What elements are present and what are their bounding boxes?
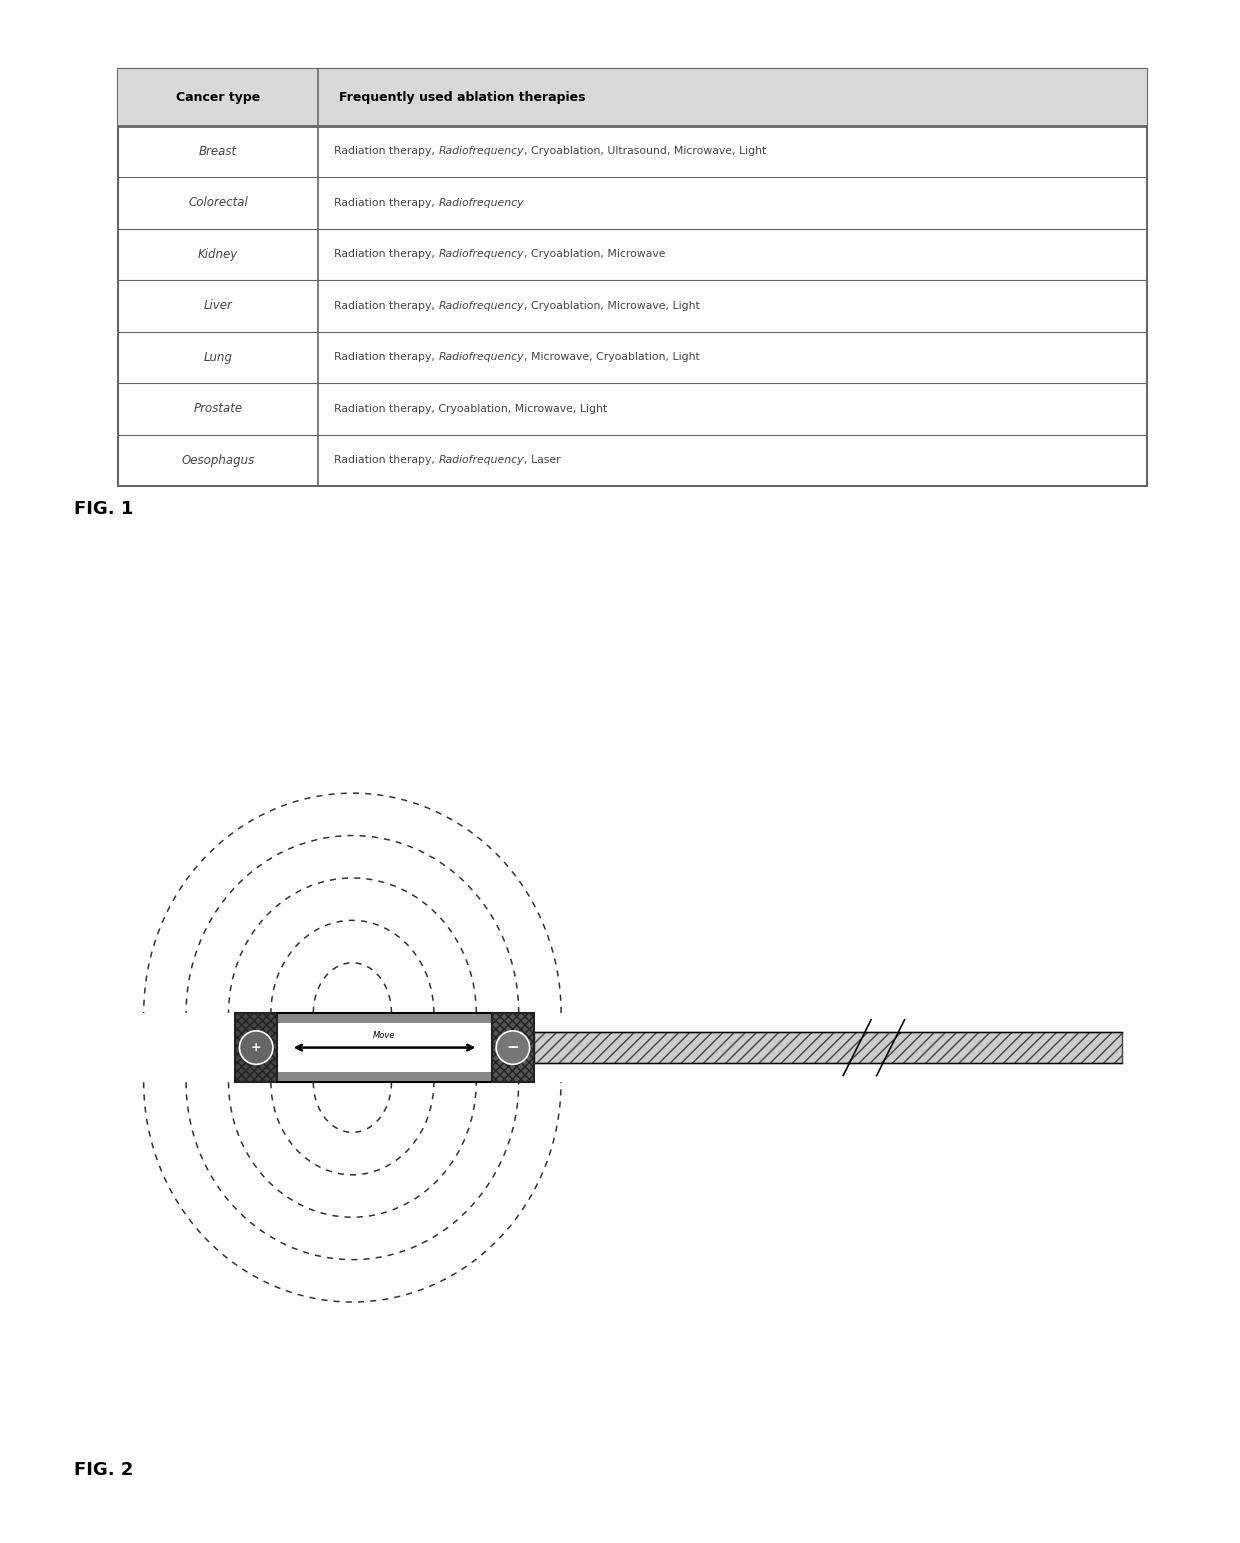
Text: Radiofrequency: Radiofrequency <box>438 352 523 363</box>
Text: Radiation therapy,: Radiation therapy, <box>334 198 438 208</box>
Text: , Microwave, Cryoablation, Light: , Microwave, Cryoablation, Light <box>523 352 699 363</box>
Text: Radiation therapy,: Radiation therapy, <box>334 455 438 466</box>
Text: Radiofrequency: Radiofrequency <box>438 147 523 156</box>
Text: Frequently used ablation therapies: Frequently used ablation therapies <box>339 91 585 103</box>
Text: Radiofrequency: Radiofrequency <box>438 301 523 310</box>
Text: Radiofrequency: Radiofrequency <box>438 455 523 466</box>
Text: Radiation therapy, Cryoablation, Microwave, Light: Radiation therapy, Cryoablation, Microwa… <box>334 404 608 414</box>
Text: −: − <box>506 1040 520 1055</box>
Text: Radiation therapy,: Radiation therapy, <box>334 352 438 363</box>
Text: Radiofrequency: Radiofrequency <box>438 250 523 259</box>
Text: FIG. 1: FIG. 1 <box>74 500 134 518</box>
Text: Radiation therapy,: Radiation therapy, <box>334 301 438 310</box>
Text: , Cryoablation, Microwave, Light: , Cryoablation, Microwave, Light <box>523 301 699 310</box>
Text: Move: Move <box>373 1031 396 1040</box>
Text: Oesophagus: Oesophagus <box>181 454 254 468</box>
Text: Breast: Breast <box>200 145 237 157</box>
Text: +: + <box>250 1042 262 1054</box>
Bar <box>278 1014 492 1082</box>
Text: Cancer type: Cancer type <box>176 91 260 103</box>
Text: Radiation therapy,: Radiation therapy, <box>334 250 438 259</box>
Text: Radiation therapy,: Radiation therapy, <box>334 147 438 156</box>
Bar <box>236 1014 278 1082</box>
Text: Prostate: Prostate <box>193 403 243 415</box>
Text: , Laser: , Laser <box>523 455 560 466</box>
Text: FIG. 2: FIG. 2 <box>74 1461 134 1480</box>
Bar <box>491 1014 534 1082</box>
Bar <box>278 1072 492 1082</box>
Circle shape <box>239 1031 273 1065</box>
Circle shape <box>496 1031 529 1065</box>
Text: , Cryoablation, Ultrasound, Microwave, Light: , Cryoablation, Ultrasound, Microwave, L… <box>523 147 766 156</box>
Bar <box>278 1014 492 1023</box>
Text: Colorectal: Colorectal <box>188 196 248 210</box>
Text: Liver: Liver <box>203 299 233 312</box>
Text: Kidney: Kidney <box>198 248 238 261</box>
Bar <box>534 1032 1122 1063</box>
Text: , Cryoablation, Microwave: , Cryoablation, Microwave <box>523 250 666 259</box>
Text: Radiofrequency: Radiofrequency <box>438 198 523 208</box>
Bar <box>118 69 1147 125</box>
Text: Lung: Lung <box>203 350 233 364</box>
